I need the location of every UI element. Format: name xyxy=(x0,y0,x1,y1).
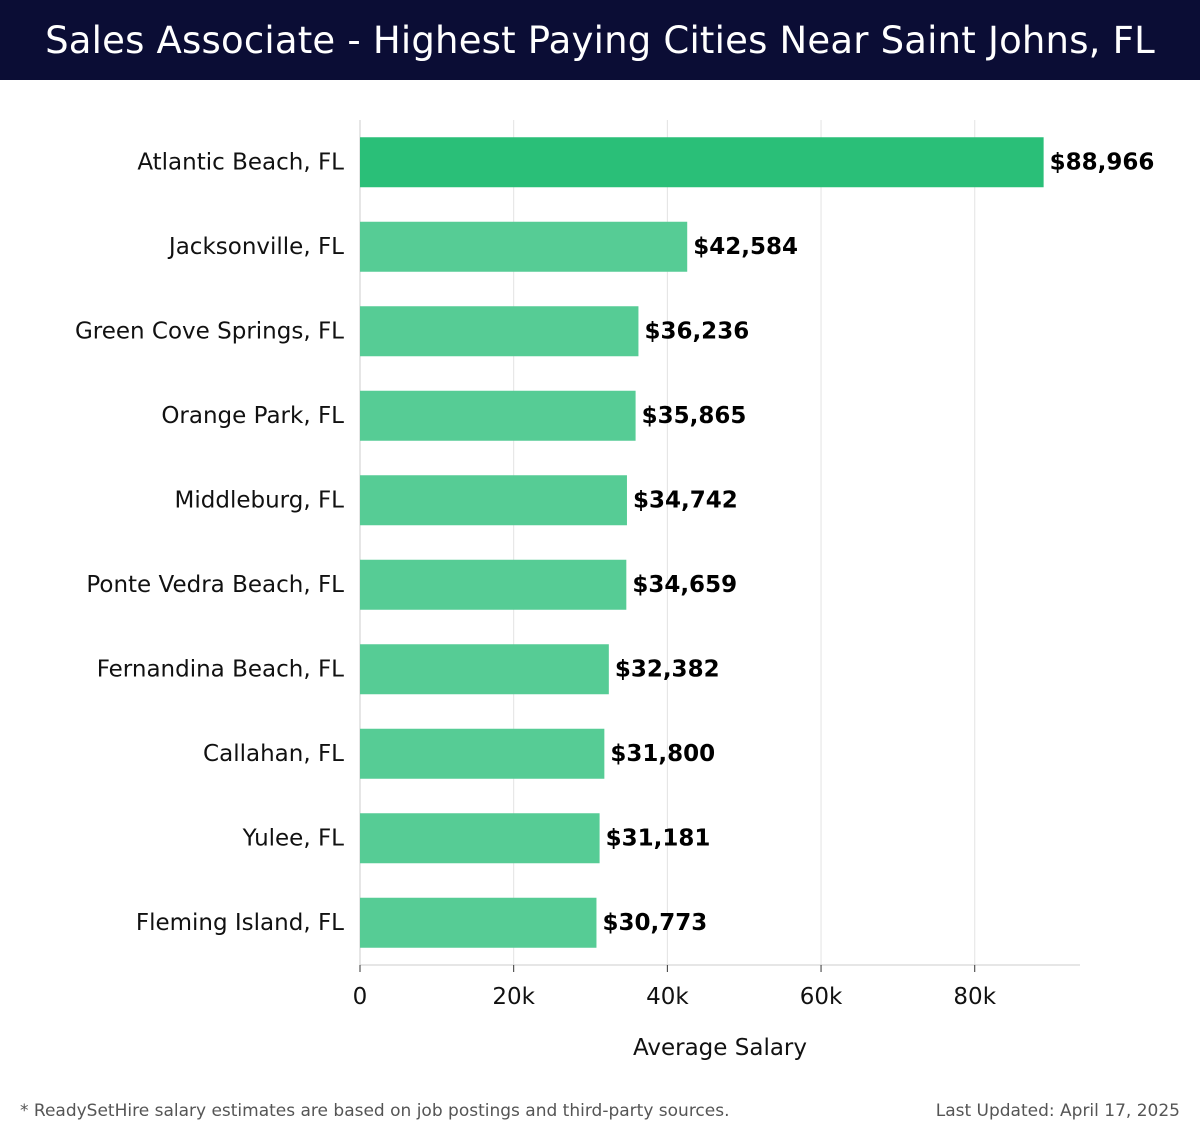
footnote: * ReadySetHire salary estimates are base… xyxy=(20,1101,730,1121)
value-label: $31,181 xyxy=(606,825,711,851)
chart-header: Sales Associate - Highest Paying Cities … xyxy=(0,0,1200,80)
value-label: $88,966 xyxy=(1050,149,1155,175)
bar xyxy=(360,390,636,441)
last-updated: Last Updated: April 17, 2025 xyxy=(935,1101,1180,1121)
category-label: Middleburg, FL xyxy=(175,487,345,513)
category-label: Ponte Vedra Beach, FL xyxy=(86,572,344,598)
value-label: $36,236 xyxy=(644,318,749,344)
value-label: $42,584 xyxy=(693,234,798,260)
category-label: Atlantic Beach, FL xyxy=(137,149,344,175)
bar xyxy=(360,137,1044,188)
x-tick-label: 20k xyxy=(492,984,535,1010)
category-label: Green Cove Springs, FL xyxy=(75,318,344,344)
category-label: Yulee, FL xyxy=(242,825,345,851)
bar xyxy=(360,475,627,526)
value-label: $34,742 xyxy=(633,487,738,513)
bar xyxy=(360,306,639,357)
bar xyxy=(360,559,627,610)
category-label: Callahan, FL xyxy=(203,741,344,767)
value-label: $34,659 xyxy=(632,572,737,598)
x-tick-label: 80k xyxy=(953,984,996,1010)
value-label: $30,773 xyxy=(602,910,707,936)
bar xyxy=(360,221,688,272)
chart-title: Sales Associate - Highest Paying Cities … xyxy=(45,18,1155,62)
value-label: $35,865 xyxy=(642,403,747,429)
x-tick-label: 0 xyxy=(353,984,368,1010)
x-axis-title: Average Salary xyxy=(633,1035,807,1061)
salary-bar-chart: Atlantic Beach, FL $88,966 Jacksonville, F… xyxy=(75,120,1155,1061)
value-label: $31,800 xyxy=(610,741,715,767)
category-label: Fleming Island, FL xyxy=(136,910,344,936)
bar xyxy=(360,813,600,864)
category-label: Jacksonville, FL xyxy=(167,234,344,260)
category-label: Orange Park, FL xyxy=(161,403,344,429)
x-tick-label: 60k xyxy=(800,984,843,1010)
bar xyxy=(360,644,609,695)
x-tick-label: 40k xyxy=(646,984,689,1010)
bar xyxy=(360,728,605,779)
bar xyxy=(360,897,597,948)
category-label: Fernandina Beach, FL xyxy=(97,656,344,682)
value-label: $32,382 xyxy=(615,656,720,682)
